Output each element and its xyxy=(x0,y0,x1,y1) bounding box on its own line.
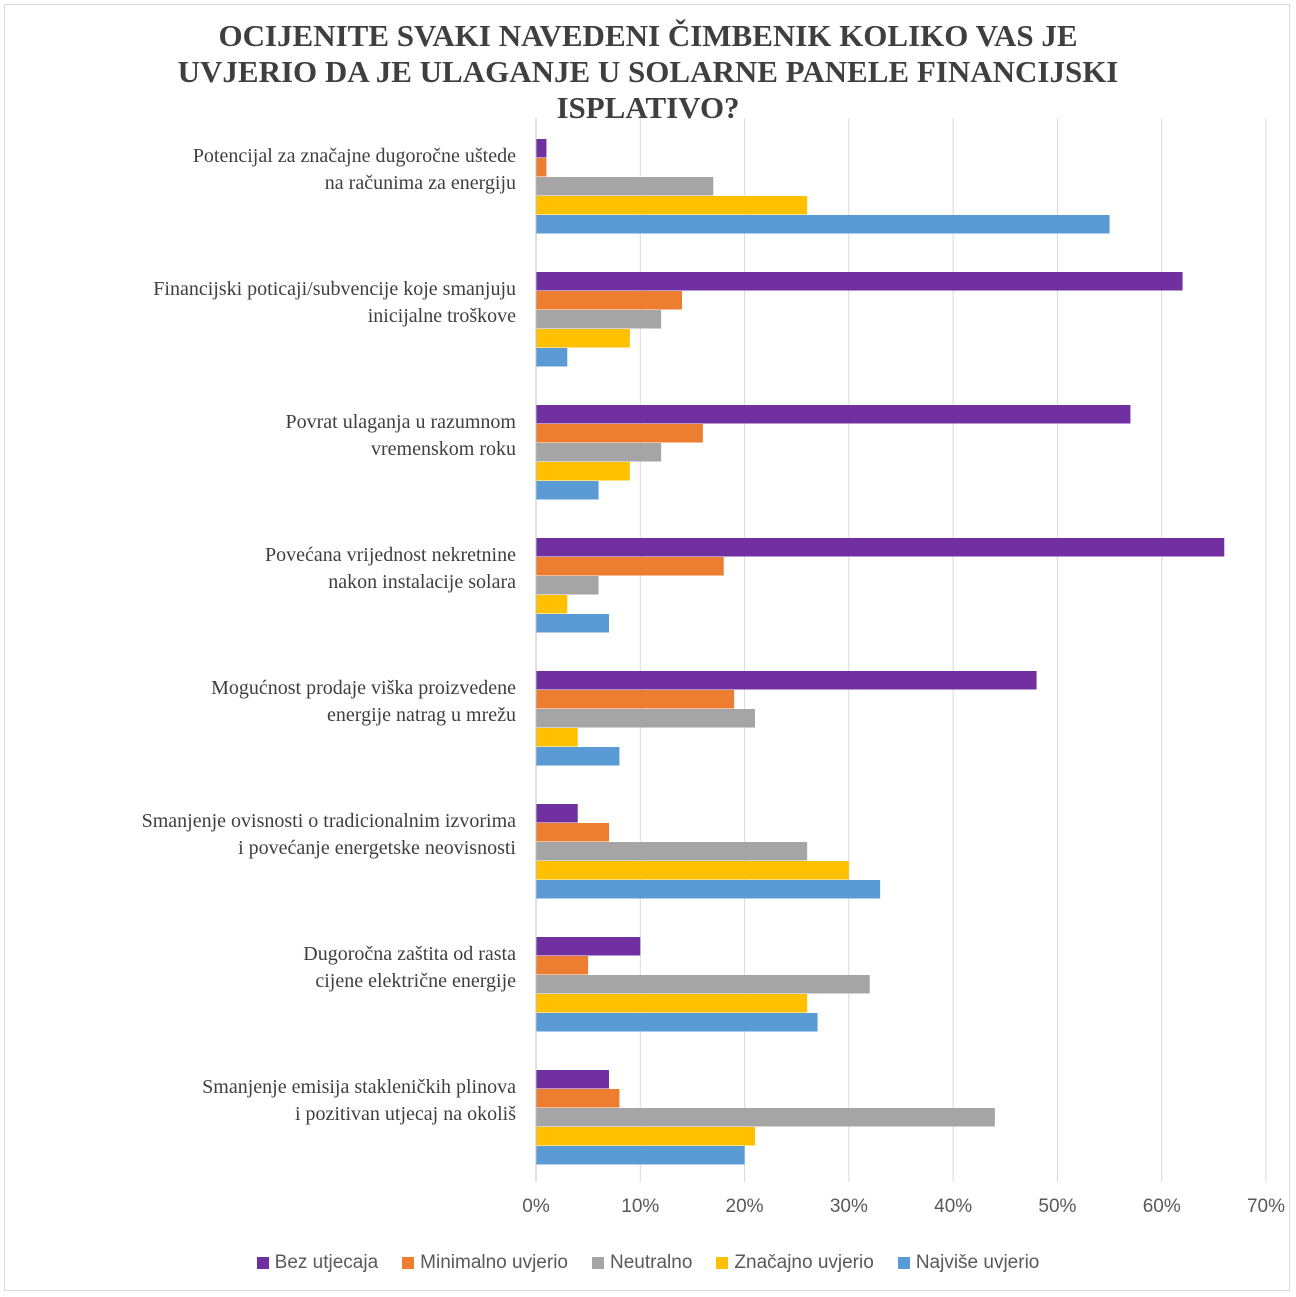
bar xyxy=(536,1127,755,1146)
bar xyxy=(536,1146,745,1165)
category-label: Mogućnost prodaje viška proizvedene xyxy=(211,677,516,699)
x-tick-label: 20% xyxy=(726,1196,764,1217)
bar xyxy=(536,709,755,728)
bar xyxy=(536,937,641,956)
bar xyxy=(536,595,568,614)
bar xyxy=(536,747,620,766)
legend-item: Minimalno uvjerio xyxy=(402,1250,568,1276)
legend-label: Bez utjecaja xyxy=(274,1252,379,1273)
x-tick-label: 30% xyxy=(830,1196,868,1217)
x-tick-label: 60% xyxy=(1143,1196,1181,1217)
category-label: Smanjenje emisija stakleničkih plinova xyxy=(202,1076,516,1098)
bar xyxy=(536,1013,818,1032)
category-label: Financijski poticaji/subvencije koje sma… xyxy=(153,278,516,300)
bar xyxy=(536,215,1110,234)
legend-swatch xyxy=(256,1257,269,1269)
bar xyxy=(536,671,1037,690)
category-label: nakon instalacije solara xyxy=(328,571,516,593)
legend-item: Značajno uvjerio xyxy=(716,1250,874,1276)
category-label: cijene električne energije xyxy=(315,970,516,992)
legend-label: Značajno uvjerio xyxy=(734,1252,874,1273)
bar xyxy=(536,557,724,576)
bar xyxy=(536,994,808,1013)
bar xyxy=(536,158,547,177)
category-label: Dugoročna zaštita od rasta xyxy=(303,943,516,965)
bar xyxy=(536,177,714,196)
category-label: Smanjenje ovisnosti o tradicionalnim izv… xyxy=(142,810,516,832)
bar xyxy=(536,576,599,595)
bar xyxy=(536,139,547,158)
bar xyxy=(536,842,808,861)
bar xyxy=(536,614,609,633)
bar xyxy=(536,196,808,215)
bar xyxy=(536,975,870,994)
bar xyxy=(536,690,735,709)
category-label: vremenskom roku xyxy=(371,438,516,460)
bar xyxy=(536,880,881,899)
category-label: Povrat ulaganja u razumnom xyxy=(286,411,517,433)
bar xyxy=(536,956,589,975)
legend-item: Neutralno xyxy=(592,1250,692,1276)
bar xyxy=(536,462,630,481)
x-tick-label: 0% xyxy=(522,1196,550,1217)
legend-label: Minimalno uvjerio xyxy=(420,1252,568,1273)
bar xyxy=(536,310,662,329)
bar xyxy=(536,424,703,443)
x-tick-label: 10% xyxy=(621,1196,659,1217)
bar xyxy=(536,804,578,823)
chart-legend: Bez utjecaja Minimalno uvjerio Neutralno Zn… xyxy=(0,1250,1296,1276)
bar xyxy=(536,861,849,880)
bar xyxy=(536,481,599,500)
bar xyxy=(536,405,1131,424)
bar xyxy=(536,823,609,842)
x-tick-label: 50% xyxy=(1038,1196,1076,1217)
bar xyxy=(536,538,1225,557)
category-label: energije natrag u mrežu xyxy=(327,704,516,726)
bar xyxy=(536,1108,995,1127)
category-label: Potencijal za značajne dugoročne uštede xyxy=(193,145,516,167)
bar xyxy=(536,272,1183,291)
legend-item: Bez utjecaja xyxy=(256,1250,379,1276)
category-label: i pozitivan utjecaj na okoliš xyxy=(295,1103,516,1125)
bar xyxy=(536,1070,609,1089)
bar xyxy=(536,291,682,310)
legend-swatch xyxy=(716,1257,729,1269)
category-label: na računima za energiju xyxy=(325,172,516,194)
bar xyxy=(536,728,578,747)
x-tick-label: 40% xyxy=(934,1196,972,1217)
legend-swatch xyxy=(897,1257,910,1269)
category-label: inicijalne troškove xyxy=(368,305,516,327)
legend-label: Najviše uvjerio xyxy=(915,1252,1040,1273)
bar xyxy=(536,443,662,462)
legend-label: Neutralno xyxy=(610,1252,693,1273)
bar xyxy=(536,348,568,367)
bar xyxy=(536,1089,620,1108)
legend-swatch xyxy=(402,1257,415,1269)
legend-swatch xyxy=(592,1257,604,1269)
legend-item: Najviše uvjerio xyxy=(897,1250,1040,1276)
category-label: i povećanje energetske neovisnosti xyxy=(238,837,516,859)
bar-chart: 0% 10% 20% 30% 40% 50% 60% 70% Potencijal za zna… xyxy=(142,118,1285,1217)
category-label: Povećana vrijednost nekretnine xyxy=(265,544,516,566)
bar xyxy=(536,329,630,348)
x-tick-label: 70% xyxy=(1247,1196,1285,1217)
